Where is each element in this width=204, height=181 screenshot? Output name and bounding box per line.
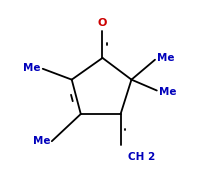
Text: Me: Me [32,136,50,146]
Text: Me: Me [23,63,41,73]
Text: Me: Me [158,87,175,97]
Text: CH 2: CH 2 [127,152,154,163]
Text: O: O [97,18,107,28]
Text: Me: Me [156,53,173,63]
